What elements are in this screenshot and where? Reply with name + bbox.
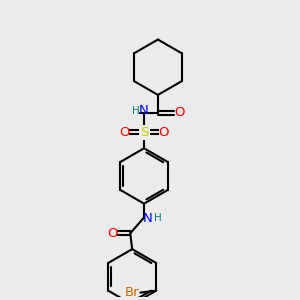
Text: N: N	[143, 212, 153, 225]
Text: S: S	[140, 126, 148, 139]
Text: O: O	[159, 126, 169, 139]
Text: H: H	[132, 106, 140, 116]
Text: O: O	[119, 126, 130, 139]
Text: Br: Br	[125, 286, 140, 299]
Text: O: O	[107, 227, 118, 240]
Text: H: H	[154, 214, 162, 224]
Text: N: N	[139, 104, 149, 117]
Text: O: O	[174, 106, 185, 119]
